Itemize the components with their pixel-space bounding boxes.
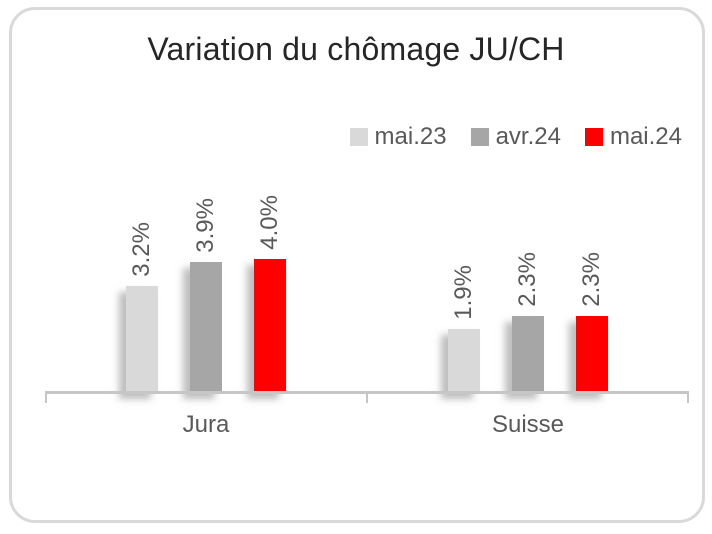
legend-swatch-icon <box>349 128 368 146</box>
bar-column: 4.0% <box>254 195 286 393</box>
bar-mai.23-jura <box>126 286 158 393</box>
bar-value-label: 3.2% <box>128 222 155 277</box>
bar-group-jura: 3.2% 3.9% 4.0% <box>45 150 367 393</box>
plot-area: 3.2% 3.9% 4.0% 1.9% 2.3% 2.3% <box>45 150 689 393</box>
legend-label: avr.24 <box>495 123 561 150</box>
bar-value-label: 4.0% <box>256 195 283 250</box>
x-axis-line <box>45 391 689 403</box>
legend: mai.23 avr.24 mai.24 <box>349 123 682 151</box>
bar-column: 1.9% <box>448 265 480 393</box>
bar-group-suisse: 1.9% 2.3% 2.3% <box>367 150 689 393</box>
axis-tick <box>687 394 689 403</box>
bar-column: 3.2% <box>126 222 158 393</box>
bar-column: 2.3% <box>512 252 544 393</box>
bar-avr.24-jura <box>190 262 222 393</box>
category-label-jura: Jura <box>182 411 230 438</box>
bar-mai.24-suisse <box>576 316 608 393</box>
category-label-suisse: Suisse <box>491 411 565 438</box>
bar-mai.24-jura <box>254 259 286 393</box>
bar-value-label: 3.9% <box>192 198 219 253</box>
chart-title: Variation du chômage JU/CH <box>147 31 565 67</box>
bar-column: 2.3% <box>576 252 608 393</box>
bar-value-label: 2.3% <box>514 252 541 307</box>
card-border <box>9 7 705 523</box>
bar-value-label: 2.3% <box>578 252 605 307</box>
bar-column: 3.9% <box>190 198 222 393</box>
bar-avr.24-suisse <box>512 316 544 393</box>
axis-tick <box>45 394 47 403</box>
legend-item-avr.24: avr.24 <box>470 123 561 151</box>
bar-value-label: 1.9% <box>450 265 477 320</box>
category-axis: Jura Suisse <box>45 411 689 439</box>
legend-swatch-icon <box>470 128 489 146</box>
bar-mai.23-suisse <box>448 329 480 393</box>
legend-swatch-icon <box>584 128 603 146</box>
legend-label: mai.23 <box>374 123 447 150</box>
legend-item-mai.23: mai.23 <box>349 123 447 151</box>
legend-label: mai.24 <box>609 123 682 150</box>
legend-item-mai.24: mai.24 <box>584 123 682 151</box>
axis-tick <box>366 394 368 403</box>
